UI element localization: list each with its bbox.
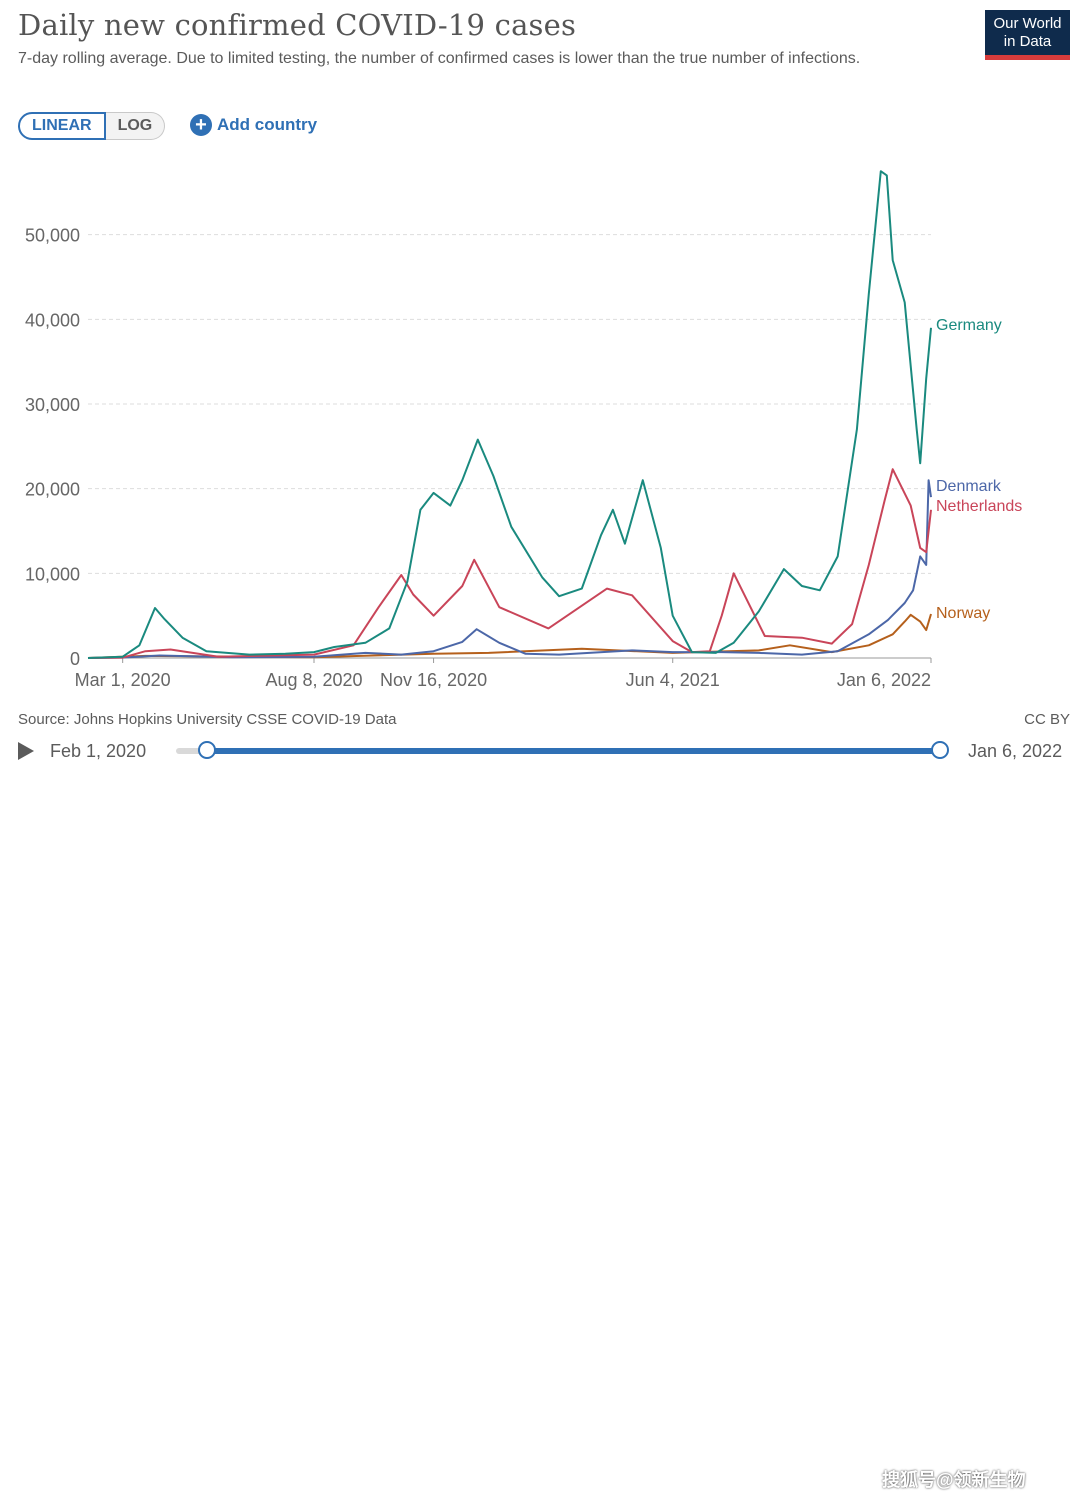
legend-label-germany: Germany bbox=[936, 317, 1002, 334]
series-line-germany bbox=[87, 170, 932, 659]
play-icon[interactable] bbox=[18, 742, 34, 760]
logo-line-2: in Data bbox=[1003, 33, 1052, 50]
scale-toggle: LINEAR LOG bbox=[18, 112, 166, 140]
add-country-button[interactable]: + Add country bbox=[190, 114, 317, 136]
timeline: Feb 1, 2020 Jan 6, 2022 搜狐号@领新生物 bbox=[0, 732, 1080, 1490]
chart-subtitle: 7-day rolling average. Due to limited te… bbox=[18, 50, 861, 67]
timeline-start-label: Feb 1, 2020 bbox=[50, 741, 147, 761]
y-tick-label: 30,000 bbox=[25, 395, 80, 415]
legend-label-denmark: Denmark bbox=[936, 478, 1002, 495]
series-lines bbox=[87, 170, 932, 659]
series-line-netherlands bbox=[87, 468, 932, 659]
timeline-start-handle[interactable] bbox=[198, 741, 216, 759]
plus-icon: + bbox=[190, 114, 212, 136]
chart-title: Daily new confirmed COVID-19 cases bbox=[18, 8, 577, 42]
x-tick-label: Mar 1, 2020 bbox=[75, 670, 171, 690]
y-tick-label: 40,000 bbox=[25, 310, 80, 330]
logo-line-1: Our World bbox=[993, 15, 1062, 32]
series-legend: Germany Denmark Netherlands Norway bbox=[936, 317, 1022, 622]
timeline-end-handle[interactable] bbox=[931, 741, 949, 759]
x-axis: Mar 1, 2020 Aug 8, 2020 Nov 16, 2020 Jun 4,… bbox=[75, 657, 932, 690]
series-line-denmark bbox=[87, 479, 932, 659]
x-tick-label: Nov 16, 2020 bbox=[380, 670, 487, 690]
legend-label-netherlands: Netherlands bbox=[936, 498, 1022, 515]
source-note: Source: Johns Hopkins University CSSE CO… bbox=[18, 711, 397, 728]
add-country-label: Add country bbox=[217, 115, 318, 134]
logo-stripe bbox=[985, 55, 1070, 60]
license-label[interactable]: CC BY bbox=[1024, 711, 1070, 728]
owid-logo[interactable]: Our World in Data bbox=[985, 10, 1070, 60]
watermark: 搜狐号@领新生物 bbox=[882, 1470, 1026, 1490]
y-tick-label: 10,000 bbox=[25, 564, 80, 584]
x-tick-label: Jan 6, 2022 bbox=[837, 670, 931, 690]
line-chart: 0 10,000 20,000 30,000 40,000 50,000 Mar 1, 2… bbox=[25, 170, 1022, 690]
timeline-selected-range bbox=[207, 748, 940, 754]
grid-lines bbox=[88, 234, 931, 574]
timeline-end-label: Jan 6, 2022 bbox=[968, 741, 1063, 761]
y-tick-label: 50,000 bbox=[25, 226, 80, 246]
x-tick-label: Aug 8, 2020 bbox=[265, 670, 362, 690]
legend-label-norway: Norway bbox=[936, 605, 990, 622]
x-tick-label: Jun 4, 2021 bbox=[626, 670, 720, 690]
y-tick-label: 0 bbox=[70, 649, 80, 669]
y-tick-label: 20,000 bbox=[25, 480, 80, 500]
linear-scale-button[interactable]: LINEAR bbox=[18, 112, 106, 140]
y-axis: 0 10,000 20,000 30,000 40,000 50,000 bbox=[25, 226, 80, 669]
log-scale-button[interactable]: LOG bbox=[105, 112, 166, 140]
